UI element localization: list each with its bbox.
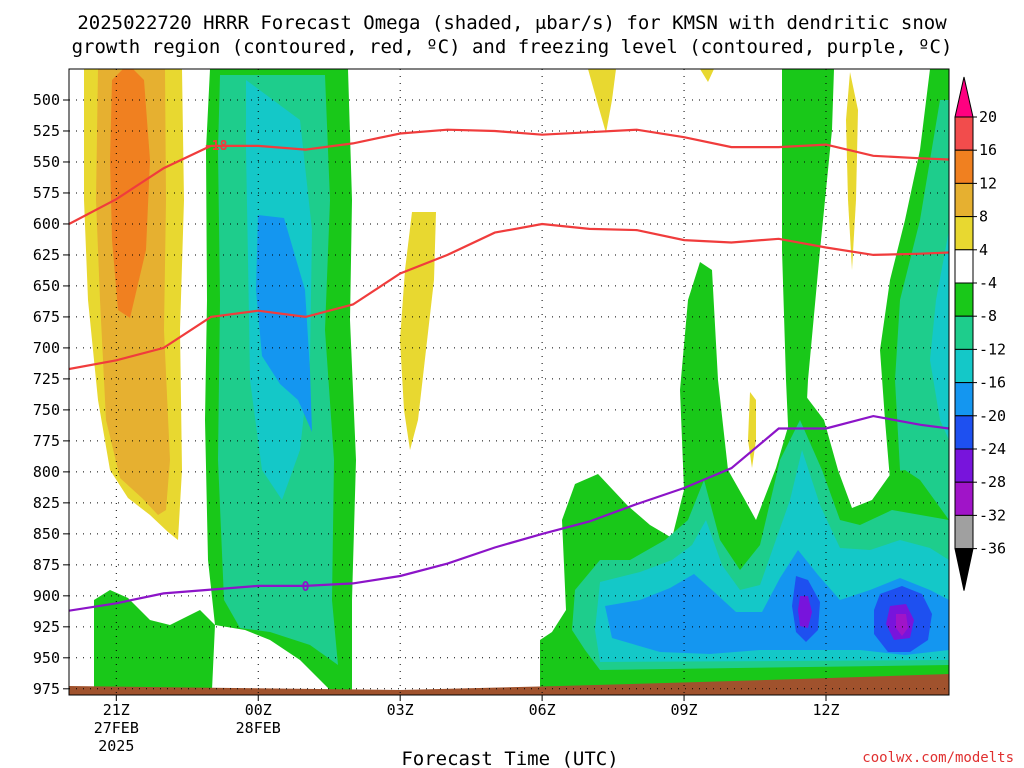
- y-tick-label: 875: [33, 556, 60, 574]
- colorbar-bin: [954, 348, 974, 384]
- y-tick-label: 975: [33, 680, 60, 698]
- plot-border: [68, 68, 950, 696]
- x-tick-label: 27FEB: [94, 719, 139, 737]
- y-tick-label: 750: [33, 401, 60, 419]
- omega-cell-12z-yellow: [846, 72, 858, 270]
- colorbar-bin: [954, 116, 974, 151]
- contour-lines: -18 0: [69, 128, 949, 612]
- y-axis: 500 525 550 575 600 625 650 675 700 725 750 775 800 8…: [33, 91, 69, 698]
- y-tick-label: 675: [33, 308, 60, 326]
- colorbar-bin: [954, 514, 974, 550]
- colorbar-label: -28: [979, 473, 1006, 491]
- x-tick-label: 2025: [98, 737, 134, 755]
- colorbar-label: 4: [979, 241, 988, 259]
- omega-cell-top-yellow: [588, 69, 616, 133]
- omega-cell-top-yellow2: [700, 69, 714, 82]
- y-tick-label: 800: [33, 463, 60, 481]
- colorbar-bin: [954, 282, 974, 317]
- omega-cell-03z-yellow: [400, 212, 436, 450]
- y-tick-label: 900: [33, 587, 60, 605]
- y-tick-label: 550: [33, 153, 60, 171]
- colorbar-bottom-arrow: [954, 548, 974, 591]
- contour-dgz_-18: [69, 222, 949, 371]
- y-tick-label: 600: [33, 215, 60, 233]
- colorbar-bin: [954, 249, 974, 284]
- colorbar-bin: [954, 481, 974, 516]
- x-tick-label: 12Z: [812, 701, 839, 719]
- colorbar-label: -4: [979, 274, 997, 292]
- colorbar-top-arrow: [954, 76, 974, 118]
- x-tick-label: 03Z: [387, 701, 414, 719]
- omega-band-blue: [256, 215, 312, 432]
- y-tick-label: 850: [33, 525, 60, 543]
- credit-text: coolwx.com/modelts: [862, 750, 1014, 766]
- y-tick-label: 525: [33, 122, 60, 140]
- x-tick-label: 21Z: [103, 701, 130, 719]
- x-tick-label: 09Z: [671, 701, 698, 719]
- colorbar-label: -24: [979, 440, 1006, 458]
- omega-lowlevel-purple-1: [798, 596, 812, 628]
- contour-label: -18: [204, 139, 228, 154]
- colorbar-bin: [954, 415, 974, 450]
- omega-lowlevel-blue: [605, 550, 949, 655]
- contour-dgz_-12: [69, 128, 949, 225]
- y-tick-label: 575: [33, 184, 60, 202]
- colorbar-bin: [954, 315, 974, 350]
- contour-label: 0: [302, 580, 310, 595]
- terrain: [69, 674, 949, 695]
- y-tick-label: 775: [33, 432, 60, 450]
- y-tick-label: 950: [33, 649, 60, 667]
- colorbar-label: 12: [979, 174, 997, 192]
- x-tick-label: 00Z: [245, 701, 272, 719]
- colorbar-label: -16: [979, 374, 1006, 392]
- colorbar: 20 16 12 8 4 -4 -8 -12 -16 -20 -24 -28 -32 -36: [954, 76, 1006, 591]
- y-tick-label: 625: [33, 246, 60, 264]
- y-tick-label: 650: [33, 277, 60, 295]
- colorbar-bin: [954, 182, 974, 218]
- colorbar-label: -36: [979, 540, 1006, 558]
- colorbar-label: -32: [979, 506, 1006, 524]
- chart-title-line1: 2025022720 HRRR Forecast Omega (shaded, …: [77, 12, 947, 34]
- colorbar-label: 16: [979, 141, 997, 159]
- colorbar-bin: [954, 448, 974, 483]
- x-axis-label: Forecast Time (UTC): [401, 748, 618, 768]
- colorbar-bin: [954, 382, 974, 417]
- y-tick-label: 700: [33, 339, 60, 357]
- x-tick-label: 28FEB: [236, 719, 281, 737]
- omega-right-cyan-edge: [930, 230, 949, 440]
- colorbar-label: -12: [979, 340, 1006, 358]
- colorbar-label: 20: [979, 108, 997, 126]
- x-tick-label: 06Z: [529, 701, 556, 719]
- chart-title-line2: growth region (contoured, red, ºC) and f…: [72, 36, 953, 58]
- omega-lowlevel-violet: [896, 614, 908, 636]
- colorbar-label: -20: [979, 407, 1006, 425]
- omega-right-green-top: [782, 69, 834, 470]
- y-tick-label: 825: [33, 494, 60, 512]
- omega-shading: [69, 69, 949, 695]
- colorbar-bin: [954, 149, 974, 184]
- contour-freezing_level: [69, 414, 949, 612]
- y-tick-label: 925: [33, 618, 60, 636]
- y-tick-label: 725: [33, 370, 60, 388]
- colorbar-label: -8: [979, 307, 997, 325]
- colorbar-label: 8: [979, 208, 988, 226]
- omega-low-left: [94, 590, 215, 690]
- colorbar-bin: [954, 216, 974, 251]
- y-tick-label: 500: [33, 91, 60, 109]
